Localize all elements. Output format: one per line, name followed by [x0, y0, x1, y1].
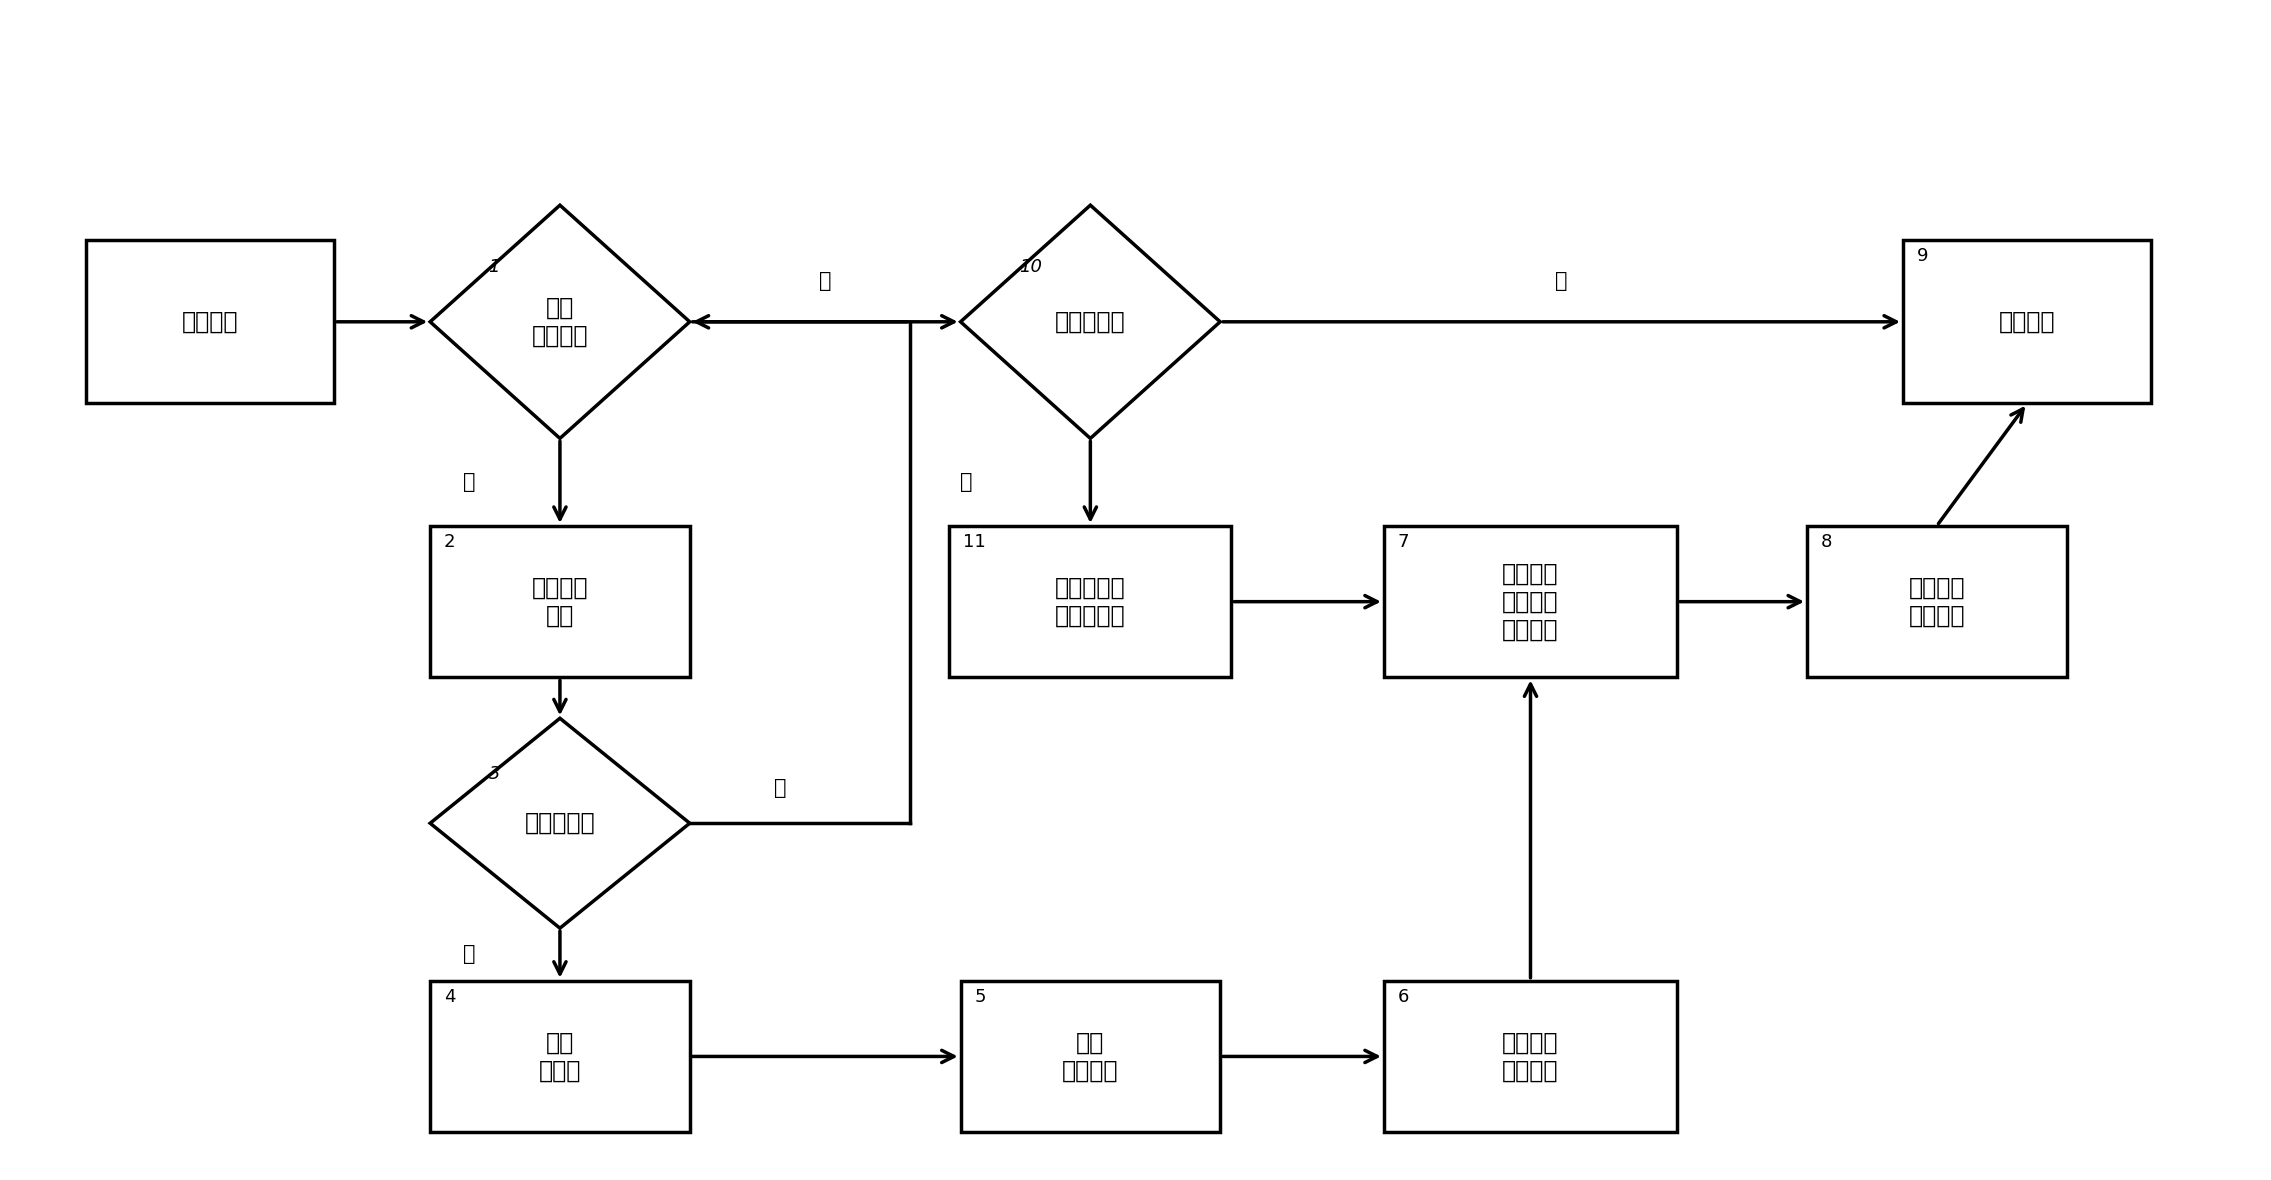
Text: 否: 否 [820, 271, 831, 291]
Text: 2: 2 [443, 533, 454, 551]
Text: 8: 8 [1821, 533, 1833, 551]
FancyBboxPatch shape [961, 981, 1220, 1133]
Polygon shape [961, 205, 1220, 439]
Text: 是: 是 [961, 472, 972, 492]
Text: 添加
跟踪标识: 添加 跟踪标识 [1063, 1030, 1120, 1082]
Text: 是: 是 [463, 944, 477, 964]
Text: 视频显示: 视频显示 [1998, 310, 2055, 334]
Text: 1: 1 [488, 257, 500, 276]
Text: 对跟踪池内
各目标跟踪: 对跟踪池内 各目标跟踪 [1056, 576, 1126, 628]
Text: 否: 否 [774, 779, 786, 798]
Text: 人体目标
检测: 人体目标 检测 [531, 576, 588, 628]
Text: 否: 否 [1556, 271, 1567, 291]
Text: 跟踪池内
目标状态
检查更新: 跟踪池内 目标状态 检查更新 [1501, 562, 1558, 642]
FancyBboxPatch shape [949, 526, 1231, 677]
FancyBboxPatch shape [1808, 526, 2067, 677]
Text: 获取目标
当前状态: 获取目标 当前状态 [1908, 576, 1964, 628]
Text: 是: 是 [463, 472, 477, 492]
Text: 跟踪池不空: 跟踪池不空 [1056, 310, 1126, 334]
Text: 11: 11 [963, 533, 986, 551]
FancyBboxPatch shape [86, 241, 334, 404]
FancyBboxPatch shape [1383, 526, 1678, 677]
Text: 5: 5 [974, 988, 986, 1005]
Text: 3: 3 [488, 766, 500, 784]
Text: 需要
目标检测: 需要 目标检测 [531, 296, 588, 348]
FancyBboxPatch shape [1383, 981, 1678, 1133]
FancyBboxPatch shape [429, 981, 690, 1133]
Text: 发现新目标: 发现新目标 [525, 811, 595, 835]
Text: 4: 4 [443, 988, 454, 1005]
Text: 9: 9 [1917, 247, 1928, 266]
Text: 6: 6 [1397, 988, 1408, 1005]
Text: 视频采集: 视频采集 [182, 310, 238, 334]
Text: 跟踪
初始化: 跟踪 初始化 [538, 1030, 581, 1082]
Text: 将目标放
入跟踪池: 将目标放 入跟踪池 [1501, 1030, 1558, 1082]
Text: 10: 10 [1020, 257, 1042, 276]
FancyBboxPatch shape [429, 526, 690, 677]
FancyBboxPatch shape [1903, 241, 2151, 404]
Polygon shape [429, 205, 690, 439]
Text: 7: 7 [1397, 533, 1408, 551]
Polygon shape [429, 719, 690, 929]
